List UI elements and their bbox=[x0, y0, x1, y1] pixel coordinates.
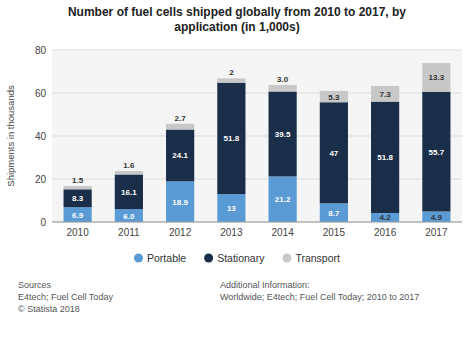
legend-item: Portable bbox=[134, 252, 186, 264]
data-label: 8.3 bbox=[72, 194, 84, 203]
data-label: 7.3 bbox=[380, 90, 392, 99]
data-label: 51.8 bbox=[224, 134, 240, 143]
data-label: 47 bbox=[329, 149, 338, 158]
bar-segment bbox=[115, 209, 143, 222]
data-label: 6.9 bbox=[72, 211, 84, 220]
x-tick-label: 2015 bbox=[323, 227, 346, 238]
legend-marker bbox=[204, 254, 213, 263]
bar-segment bbox=[269, 91, 297, 176]
x-axis bbox=[52, 222, 462, 223]
bar-segment bbox=[320, 91, 348, 102]
legend-label: Portable bbox=[147, 252, 186, 264]
grid-line bbox=[52, 179, 462, 180]
bar-segment bbox=[422, 63, 450, 92]
title: Number of fuel cells shipped globally fr… bbox=[68, 5, 406, 34]
data-label: 13 bbox=[227, 204, 236, 213]
data-label: 16.1 bbox=[121, 188, 137, 197]
bar-segment bbox=[422, 92, 450, 212]
legend-marker bbox=[282, 254, 291, 263]
legend-item: Transport bbox=[282, 252, 340, 264]
data-label: 24.1 bbox=[172, 151, 188, 160]
data-label: 4.2 bbox=[380, 213, 392, 222]
footer-note: SourcesE4tech; Fuel Cell Today© Statista… bbox=[18, 280, 113, 314]
data-label: 1.6 bbox=[123, 161, 135, 170]
footer-note: Additional Information:Worldwide; E4tech… bbox=[220, 280, 419, 302]
bar-segment bbox=[64, 189, 92, 207]
bar-segment bbox=[115, 174, 143, 209]
bar-segment bbox=[371, 102, 399, 213]
bar-segment bbox=[422, 211, 450, 222]
bar-segment bbox=[217, 83, 245, 194]
y-tick-label: 60 bbox=[35, 88, 47, 99]
y-tick-label: 80 bbox=[35, 45, 47, 56]
bar-segment bbox=[64, 207, 92, 222]
y-tick-label: 0 bbox=[40, 217, 46, 228]
bar-segment bbox=[217, 78, 245, 82]
data-label: 2.7 bbox=[175, 114, 187, 123]
bar-segment bbox=[320, 102, 348, 203]
bar-segment bbox=[371, 213, 399, 222]
plot-area bbox=[52, 50, 462, 222]
x-tick-label: 2013 bbox=[220, 227, 243, 238]
bar-segment bbox=[166, 181, 194, 222]
y-tick-label: 40 bbox=[35, 131, 47, 142]
data-label: 51.8 bbox=[377, 153, 393, 162]
grid-line bbox=[52, 50, 462, 51]
data-label: 13.3 bbox=[429, 73, 445, 82]
data-label: 21.2 bbox=[275, 195, 291, 204]
background bbox=[0, 0, 474, 352]
grid-line bbox=[52, 136, 462, 137]
data-label: 55.7 bbox=[429, 148, 445, 157]
x-tick-label: 2014 bbox=[272, 227, 295, 238]
bar-segment bbox=[64, 186, 92, 189]
bar-segment bbox=[269, 85, 297, 91]
data-label: 3.0 bbox=[277, 75, 289, 84]
bar-segment bbox=[269, 176, 297, 222]
y-tick-label: 20 bbox=[35, 174, 47, 185]
data-label: 5.3 bbox=[328, 93, 340, 102]
bar-segment bbox=[217, 194, 245, 222]
x-tick-label: 2012 bbox=[169, 227, 192, 238]
legend-marker bbox=[134, 254, 143, 263]
legend-label: Stationary bbox=[217, 252, 265, 264]
legend: Portable Stationary Transport bbox=[134, 252, 340, 264]
legend-label: Transport bbox=[295, 252, 340, 264]
x-tick-label: 2011 bbox=[118, 227, 140, 238]
data-label: 2 bbox=[229, 68, 234, 77]
data-label: 8.7 bbox=[328, 209, 340, 218]
bar-segment bbox=[166, 130, 194, 182]
data-label: 4.9 bbox=[431, 213, 443, 222]
bars bbox=[64, 63, 451, 222]
x-tick-label: 2010 bbox=[67, 227, 90, 238]
bar-segment bbox=[371, 86, 399, 102]
bar-segment bbox=[320, 203, 348, 222]
data-label: 1.5 bbox=[72, 176, 84, 185]
grid-line bbox=[52, 93, 462, 94]
bar-segment bbox=[115, 171, 143, 174]
data-label: 18.9 bbox=[172, 198, 188, 207]
legend-item: Stationary bbox=[204, 252, 265, 264]
y-axis-label: Shipments in thousands bbox=[5, 85, 16, 187]
bar-segment bbox=[166, 124, 194, 130]
data-label: 39.5 bbox=[275, 130, 291, 139]
x-tick-label: 2016 bbox=[374, 227, 397, 238]
data-label: 6.0 bbox=[123, 212, 135, 221]
x-tick-label: 2017 bbox=[425, 227, 448, 238]
data-labels: 6.9 6.0 18.9 13 21.2 8.7 4.2 4.9 8.3 16.1 24.1 51.8… bbox=[72, 68, 445, 222]
grid-line bbox=[52, 222, 462, 223]
